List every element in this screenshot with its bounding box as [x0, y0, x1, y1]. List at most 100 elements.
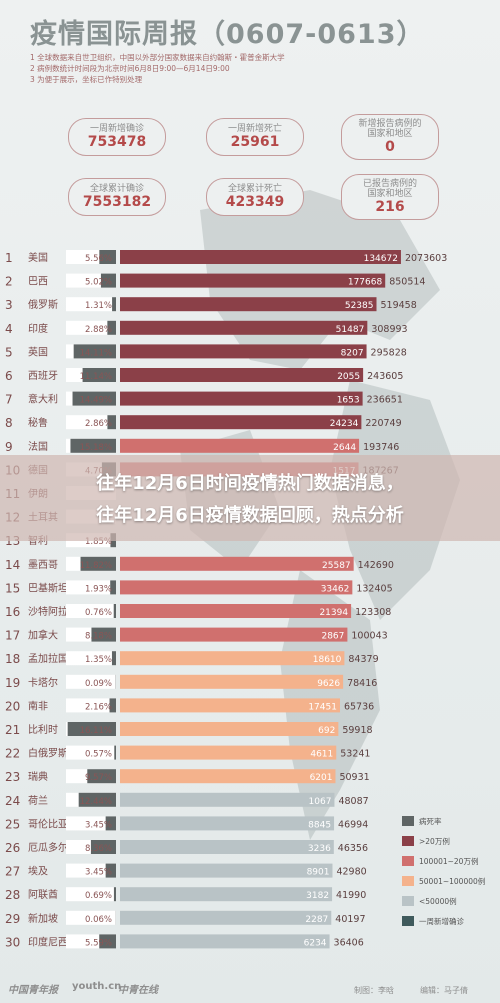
fatality-label: 1.35%	[85, 655, 112, 665]
rank-label: 18	[5, 652, 20, 666]
fatality-track	[66, 910, 116, 925]
summary-label: 全球累计死亡	[227, 184, 282, 194]
notes: 1 全球数据来自世卫组织，中国以外部分国家数据来自约翰斯・霍普金斯大学 2 病例…	[30, 52, 470, 85]
fatality-bar	[87, 769, 116, 784]
logo-cyol: 中国青年报	[8, 985, 58, 996]
cumulative-label: 2073603	[405, 253, 447, 264]
headline-banner: 往年12月6日时间疫情热门数据消息， 往年12月6日疫情数据回顾，热点分析	[0, 455, 500, 541]
weekly-new-label: 18610	[313, 655, 342, 665]
country-label: 沙特阿拉伯	[28, 605, 78, 618]
rank-label: 8	[5, 416, 13, 430]
weekly-new-label: 2644	[333, 443, 356, 453]
rank-label: 7	[5, 393, 13, 407]
rank-label: 20	[5, 699, 20, 713]
summary-label: 一周新增确诊	[89, 124, 144, 134]
fatality-label: 14.49%	[80, 396, 112, 406]
fatality-track	[66, 297, 116, 312]
legend-label: 50001~100000例	[419, 877, 486, 886]
cumulative-label: 42980	[336, 867, 366, 878]
summary-value: 0	[385, 139, 395, 155]
country-label: 荷兰	[28, 794, 48, 807]
rank-label: 26	[5, 841, 20, 855]
cumulative-label: 519458	[380, 300, 416, 311]
rank-label: 21	[5, 723, 20, 737]
fatality-label: 16.11%	[80, 726, 112, 736]
fatality-track	[66, 604, 116, 618]
footer: 中国青年报 youth.cn 中青在线 制图：李晗 编辑：马子倩	[0, 955, 500, 1003]
country-label: 阿联酋	[28, 888, 58, 901]
weekly-new-label: 24234	[330, 419, 359, 429]
cumulative-bar	[120, 297, 377, 312]
fatality-label: 0.69%	[85, 891, 112, 901]
cumulative-bar	[120, 320, 368, 335]
country-label: 俄罗斯	[28, 298, 58, 311]
rank-label: 4	[5, 322, 13, 336]
fatality-label: 5.59%	[85, 938, 112, 948]
country-label: 瑞典	[28, 770, 48, 783]
summary-card-total-deaths: 全球累计死亡 423349	[206, 178, 304, 216]
fatality-track	[66, 651, 116, 666]
weekly-new-label: 3236	[308, 844, 331, 854]
legend-item: 50001~100000例	[402, 872, 500, 892]
fatality-label: 14.11%	[80, 348, 112, 358]
summary-card-total-cases: 全球累计确诊 7553182	[68, 178, 166, 216]
fatality-label: 0.09%	[85, 679, 112, 689]
chart-legend: 病死率 >20万例 100001~20万例 50001~100000例 <500…	[402, 812, 500, 932]
rank-label: 30	[5, 935, 20, 949]
cumulative-label: 142690	[358, 560, 394, 571]
fatality-bar	[114, 745, 116, 760]
note-line: 1 全球数据来自世卫组织，中国以外部分国家数据来自约翰斯・霍普金斯大学	[30, 53, 285, 62]
fatality-bar	[80, 556, 116, 571]
fatality-track	[66, 698, 116, 713]
page-title: 疫情国际周报（0607-0613）	[30, 19, 425, 50]
country-label: 英国	[28, 345, 48, 358]
fatality-label: 0.57%	[85, 750, 112, 760]
cumulative-label: 50931	[339, 772, 369, 783]
legend-swatch	[402, 856, 414, 866]
weekly-new-label: 8901	[307, 868, 330, 878]
rank-label: 1	[5, 251, 13, 265]
fatality-bar	[107, 415, 116, 430]
country-label: 卡塔尔	[28, 676, 58, 689]
cumulative-label: 295828	[371, 347, 407, 358]
cumulative-bar	[120, 415, 362, 430]
country-label: 哥伦比亚	[28, 817, 68, 830]
fatality-label: 1.85%	[85, 537, 112, 547]
note-line: 2 病例数统计时间段为北京时间6月8日9:00—6月14日9:00	[30, 64, 230, 73]
fatality-label: 3.45%	[85, 868, 112, 878]
fatality-track	[66, 415, 116, 430]
fatality-bar	[73, 344, 116, 359]
fatality-label: 2.86%	[85, 419, 112, 429]
cumulative-label: 53241	[340, 749, 370, 760]
fatality-bar	[90, 840, 116, 854]
fatality-bar	[112, 297, 116, 312]
country-label: 意大利	[28, 393, 58, 406]
country-label: 厄瓜多尔	[28, 841, 68, 854]
weekly-new-label: 2867	[321, 632, 344, 642]
weekly-new-label: 2287	[305, 915, 328, 925]
fatality-bar	[113, 604, 116, 618]
rank-label: 5	[5, 345, 13, 359]
country-label: 巴西	[28, 276, 48, 288]
weekly-new-label: 9626	[317, 679, 340, 689]
credit-designer: 制图：李晗	[354, 986, 394, 995]
fatality-bar	[67, 722, 116, 736]
fatality-label: 9.57%	[85, 773, 112, 783]
cumulative-label: 84379	[348, 654, 378, 665]
fatality-bar	[70, 438, 116, 453]
cumulative-label: 46994	[338, 819, 368, 830]
fatality-label: 2.16%	[85, 702, 112, 712]
country-label: 比利时	[28, 724, 58, 736]
rank-label: 23	[5, 770, 20, 784]
fatality-label: 2.88%	[85, 325, 112, 335]
fatality-label: 15.18%	[80, 443, 112, 453]
summary-card-weekly-cases: 一周新增确诊 753478	[68, 118, 166, 156]
cumulative-bar	[120, 910, 332, 925]
legend-label: 病死率	[419, 817, 442, 826]
fatality-bar	[82, 368, 116, 382]
country-label: 墨西哥	[28, 559, 58, 571]
cumulative-bar	[120, 698, 340, 713]
fatality-bar	[105, 816, 116, 831]
country-label: 南非	[28, 699, 48, 712]
fatality-label: 3.45%	[85, 820, 112, 830]
